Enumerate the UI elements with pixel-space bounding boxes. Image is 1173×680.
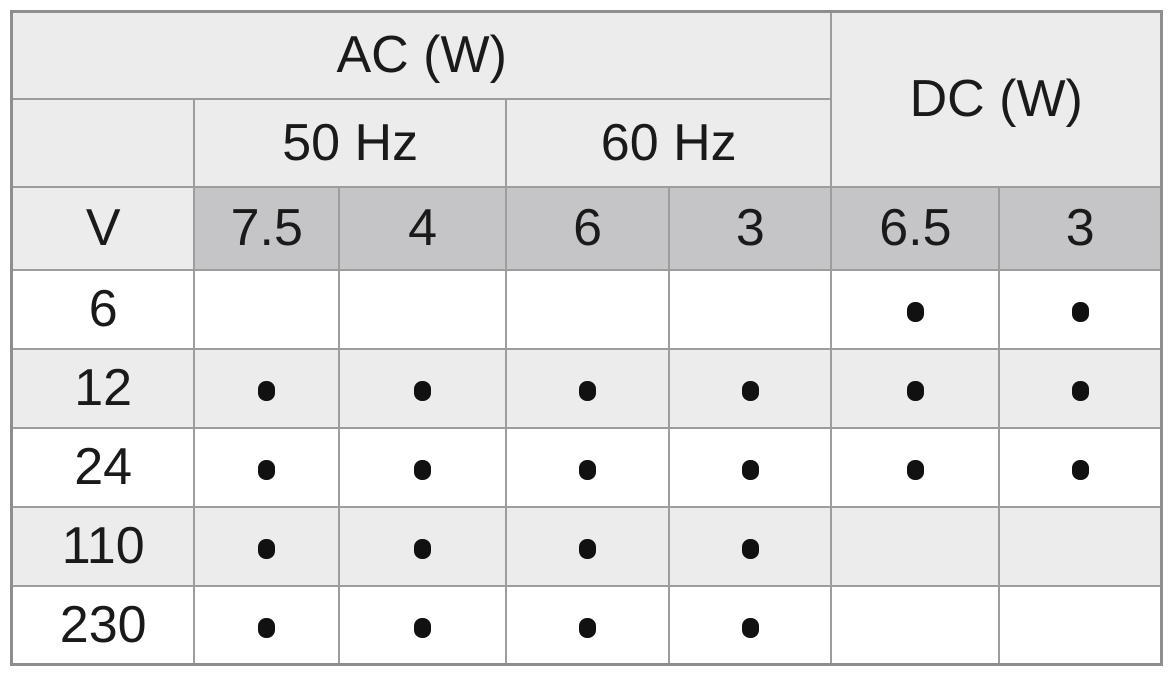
availability-dot — [906, 460, 924, 481]
header-row-frequency: 50 Hz 60 Hz — [10, 97, 1162, 188]
voltage-cell: 230 — [10, 584, 196, 666]
availability-dot — [414, 381, 432, 402]
availability-dot — [741, 618, 759, 639]
dot-cell — [504, 505, 671, 587]
dot-cell — [193, 584, 341, 666]
dot-cell — [830, 268, 1001, 350]
header-row-groups: AC (W) DC (W) — [10, 10, 1163, 188]
wattage-cell: 6 — [504, 185, 671, 271]
dot-cell — [193, 505, 341, 587]
table-row: 230 — [10, 584, 1163, 666]
dot-cell — [668, 426, 833, 508]
dot-cell — [193, 426, 341, 508]
wattage-cell: 4 — [338, 185, 507, 271]
ac-group-header: AC (W) — [10, 10, 833, 100]
dot-cell — [668, 268, 833, 350]
availability-dot — [414, 460, 432, 481]
dot-cell — [668, 584, 833, 666]
availability-dot — [579, 460, 597, 481]
availability-dot — [906, 302, 924, 323]
dot-cell — [338, 347, 507, 429]
availability-dot — [741, 460, 759, 481]
voltage-cell: 12 — [10, 347, 196, 429]
availability-dot — [579, 381, 597, 402]
availability-dot — [906, 381, 924, 402]
wattage-cell: 3 — [668, 185, 833, 271]
dot-cell — [830, 584, 1001, 666]
dot-cell — [998, 347, 1163, 429]
dot-cell — [338, 426, 507, 508]
dot-cell — [998, 268, 1163, 350]
table-row: 110 — [10, 505, 1163, 587]
dot-cell — [830, 505, 1001, 587]
dot-cell — [830, 347, 1001, 429]
dot-cell — [338, 268, 507, 350]
voltage-cell: 6 — [10, 268, 196, 350]
voltage-cell: 24 — [10, 426, 196, 508]
availability-dot — [1071, 302, 1089, 323]
wattage-cell: 6.5 — [830, 185, 1001, 271]
table-row: 24 — [10, 426, 1163, 508]
availability-dot — [741, 381, 759, 402]
availability-dot — [741, 539, 759, 560]
availability-dot — [414, 539, 432, 560]
dot-cell — [668, 505, 833, 587]
wattage-cell: 7.5 — [193, 185, 341, 271]
availability-dot — [1071, 381, 1089, 402]
dot-cell — [504, 426, 671, 508]
freq-50hz-header: 50 Hz — [193, 97, 507, 188]
availability-dot — [258, 460, 276, 481]
availability-dot — [258, 618, 276, 639]
dot-cell — [504, 268, 671, 350]
dot-cell — [668, 347, 833, 429]
freq-60hz-header: 60 Hz — [504, 97, 833, 188]
dot-cell — [338, 584, 507, 666]
dot-cell — [193, 347, 341, 429]
availability-dot — [579, 618, 597, 639]
voltage-cell: 110 — [10, 505, 196, 587]
dot-cell — [504, 347, 671, 429]
voltage-unit-cell: V — [10, 185, 196, 271]
dot-cell — [998, 426, 1163, 508]
availability-dot — [258, 381, 276, 402]
availability-dot — [258, 539, 276, 560]
dot-cell — [193, 268, 341, 350]
table-row: 12 — [10, 347, 1163, 429]
availability-dot — [414, 618, 432, 639]
empty-corner-cell — [10, 97, 196, 188]
dot-cell — [338, 505, 507, 587]
availability-dot — [579, 539, 597, 560]
dc-group-header: DC (W) — [830, 10, 1163, 188]
table-row: 6 — [10, 268, 1163, 350]
wattage-cell: 3 — [998, 185, 1163, 271]
power-spec-table: AC (W) DC (W) 50 Hz 60 Hz V 7.5 4 6 3 6.… — [10, 10, 1163, 666]
dot-cell — [998, 505, 1163, 587]
dot-cell — [504, 584, 671, 666]
availability-dot — [1071, 460, 1089, 481]
dot-cell — [830, 426, 1001, 508]
dot-cell — [998, 584, 1163, 666]
header-row-wattage: V 7.5 4 6 3 6.5 3 — [10, 185, 1163, 271]
